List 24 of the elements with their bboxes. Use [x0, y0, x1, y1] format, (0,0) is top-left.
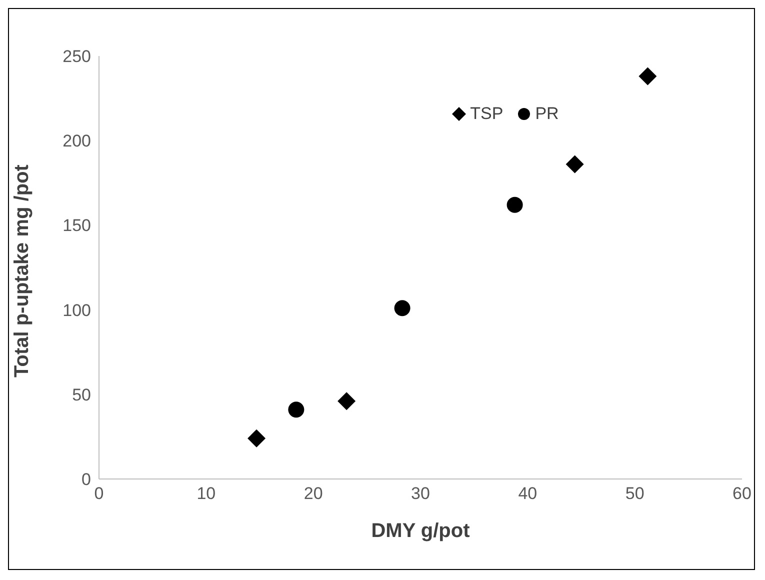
legend-label: PR [534, 104, 559, 124]
point [288, 402, 304, 418]
point [566, 155, 584, 174]
x-axis-title: DMY g/pot [371, 520, 470, 542]
point [338, 392, 356, 410]
x-tick-label: 20 [304, 484, 323, 504]
x-tick-label: 40 [518, 484, 538, 504]
point [394, 300, 410, 316]
x-tick-label: 30 [411, 484, 430, 504]
point [506, 196, 523, 213]
point [248, 429, 266, 448]
y-axis-title: Total p-uptake mg /pot [11, 164, 34, 378]
y-tick-label: 150 [62, 216, 91, 236]
y-tick-label: 50 [72, 385, 91, 404]
x-tick-label: 50 [625, 484, 644, 504]
x-tick-label: 0 [94, 484, 104, 504]
y-tick-label: 100 [62, 300, 91, 320]
y-tick-label: 200 [62, 132, 91, 151]
legend-label: TSP [469, 104, 504, 124]
point [638, 67, 657, 86]
x-tick-label: 10 [196, 484, 216, 504]
y-tick-label: 0 [82, 470, 91, 490]
x-tick-label: 60 [732, 484, 752, 504]
y-tick-label: 250 [62, 47, 91, 66]
